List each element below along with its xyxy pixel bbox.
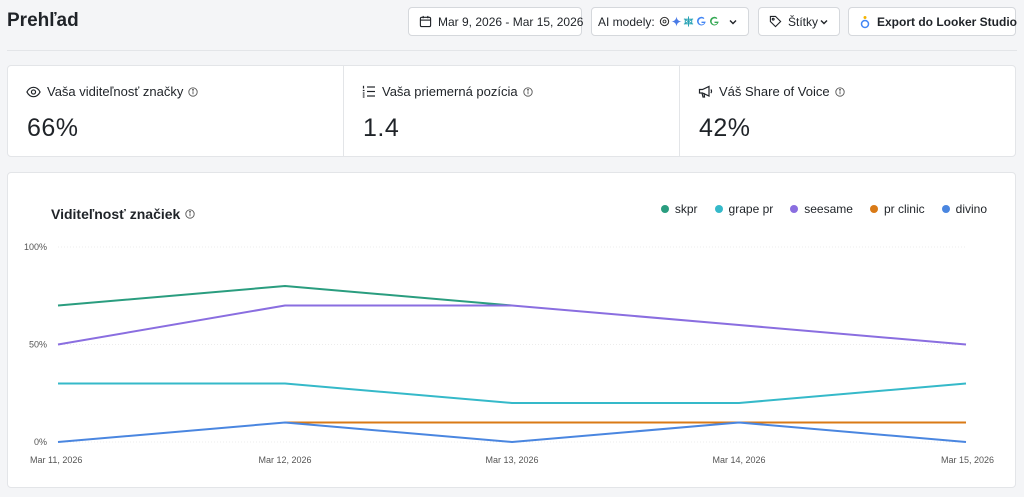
stat-value: 1.4: [363, 114, 400, 142]
perplexity-icon: [683, 16, 694, 27]
chevron-down-icon: [820, 19, 828, 24]
stat-value: 66%: [27, 114, 79, 142]
stat-visibility: Vaša viditeľnosť značky 66%: [8, 66, 344, 156]
page-title: Prehľad: [7, 10, 79, 31]
series-line-grape-pr[interactable]: [58, 382, 967, 404]
megaphone-icon: [698, 85, 713, 98]
stat-share-of-voice: Váš Share of Voice 42%: [680, 66, 1015, 156]
y-tick-label: 0%: [34, 437, 47, 447]
list-ordered-icon: [362, 85, 375, 98]
legend-label: skpr: [674, 202, 698, 216]
tags-label: Štítky: [788, 14, 819, 29]
legend-label: pr clinic: [883, 202, 925, 216]
chart-title: Viditeľnosť značiek: [51, 206, 195, 222]
legend-dot: [660, 205, 669, 213]
header-divider: [7, 50, 1017, 51]
legend-item-grape-pr[interactable]: grape pr: [714, 202, 774, 216]
x-tick-label: Mar 15, 2026: [941, 455, 994, 465]
info-icon[interactable]: [834, 86, 845, 97]
tag-icon: [769, 15, 782, 28]
legend-dot: [869, 205, 878, 213]
tags-dropdown[interactable]: Štítky: [758, 7, 840, 36]
legend-dot: [790, 205, 799, 213]
google-icon: [709, 16, 719, 26]
legend-item-seesame[interactable]: seesame: [790, 202, 853, 216]
openai-icon: [659, 16, 669, 27]
stat-label: Váš Share of Voice: [719, 84, 830, 99]
ai-models-label: AI modely:: [598, 14, 655, 29]
eye-icon: [26, 86, 41, 97]
export-looker-button[interactable]: Export do Looker Studio: [848, 7, 1017, 36]
stat-value: 42%: [699, 114, 751, 142]
series-line-skpr[interactable]: [57, 285, 513, 307]
date-range-label: Mar 9, 2026 - Mar 15, 2026: [438, 14, 584, 29]
stat-avg-position: Vaša priemerná pozícia 1.4: [344, 66, 680, 156]
x-tick-label: Mar 11, 2026: [30, 455, 82, 465]
legend-item-skpr[interactable]: skpr: [660, 202, 698, 216]
legend-item-pr-clinic[interactable]: pr clinic: [869, 202, 925, 216]
y-tick-label: 50%: [29, 340, 47, 350]
top-bar: Prehľad Mar 9, 2026 - Mar 15, 2026 AI mo…: [0, 0, 1024, 48]
export-label: Export do Looker Studio: [877, 14, 1017, 29]
google-icon: [696, 16, 706, 26]
chart-legend: skpr grape pr seesame pr clinic divino: [660, 202, 987, 216]
looker-studio-icon: [860, 15, 870, 28]
info-icon[interactable]: [188, 86, 198, 97]
date-range-button[interactable]: Mar 9, 2026 - Mar 15, 2026: [408, 7, 584, 36]
x-tick-label: Mar 14, 2026: [712, 455, 765, 465]
chart-title-text: Viditeľnosť značiek: [51, 206, 181, 222]
info-icon[interactable]: [522, 86, 533, 97]
brand-visibility-chart-card: 0% 50% 100% Mar 11, 2026 Mar 12, 2026 Mar 13,…: [7, 172, 1016, 488]
stat-label: Vaša priemerná pozícia: [382, 84, 518, 99]
legend-label: seesame: [804, 202, 853, 216]
series-line-divino[interactable]: [57, 421, 967, 443]
calendar-icon: [419, 15, 432, 28]
chevron-down-icon: [729, 19, 737, 24]
stat-label: Vaša viditeľnosť značky: [47, 84, 184, 99]
legend-dot: [941, 205, 950, 213]
series-line-seesame[interactable]: [57, 304, 967, 346]
legend-label: divino: [955, 202, 987, 216]
ai-models-dropdown[interactable]: AI modely:: [591, 7, 749, 36]
legend-label: grape pr: [728, 202, 774, 216]
gemini-icon: [671, 16, 682, 27]
info-icon[interactable]: [185, 209, 195, 219]
legend-item-divino[interactable]: divino: [941, 202, 987, 216]
legend-dot: [714, 205, 723, 213]
x-tick-label: Mar 13, 2026: [485, 455, 538, 465]
stats-panel: Vaša viditeľnosť značky 66% Vaša priemer…: [7, 65, 1016, 157]
line-chart: 0% 50% 100% Mar 11, 2026 Mar 12, 2026 Mar 13,…: [24, 242, 994, 465]
y-tick-label: 100%: [24, 242, 47, 252]
x-tick-label: Mar 12, 2026: [258, 455, 311, 465]
